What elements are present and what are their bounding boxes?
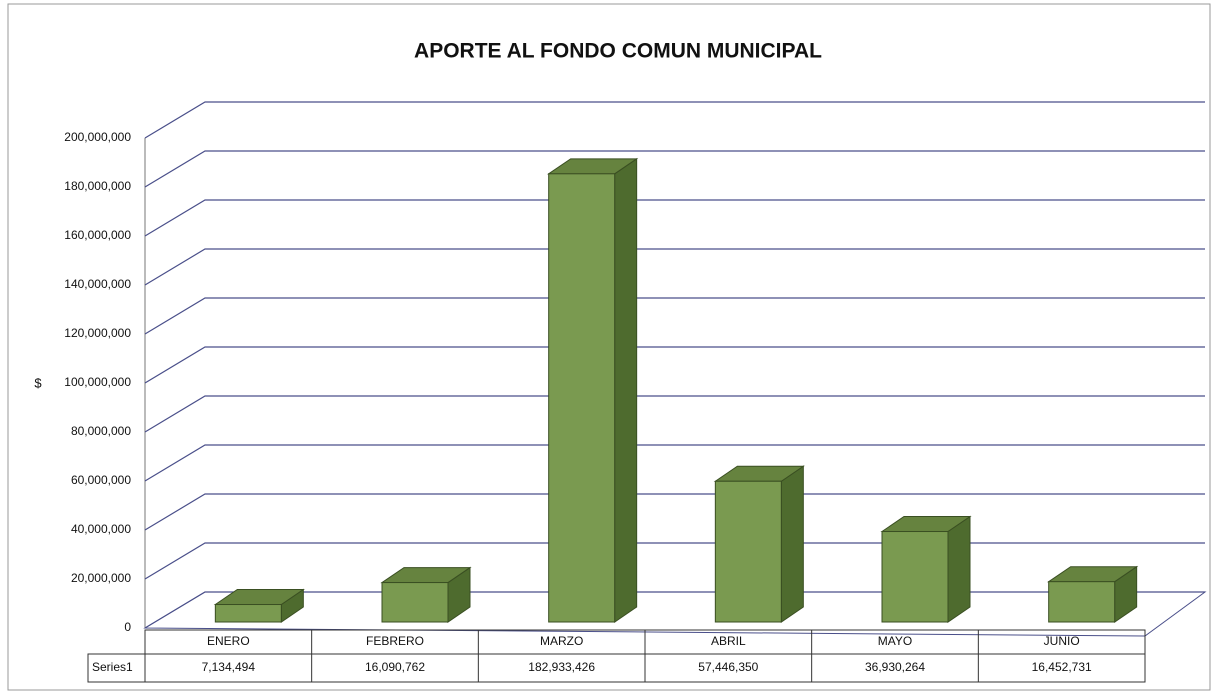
grid-line	[144, 395, 1205, 433]
x-tick-label: JUNIO	[1044, 634, 1080, 648]
y-tick-label: 20,000,000	[71, 571, 131, 585]
y-tick-label: 180,000,000	[64, 179, 131, 193]
grid-line	[144, 248, 1205, 286]
y-tick-label: 80,000,000	[71, 424, 131, 438]
x-tick-label: ABRIL	[711, 634, 746, 648]
grid-line	[144, 444, 1205, 482]
grid-line	[144, 542, 1205, 580]
bar	[548, 173, 616, 623]
bar	[714, 480, 782, 623]
bar-side	[947, 515, 971, 623]
y-tick-label: 100,000,000	[64, 375, 131, 389]
bar	[381, 582, 449, 623]
y-tick-label: 200,000,000	[64, 130, 131, 144]
bar-side	[614, 157, 638, 623]
x-tick-label: ENERO	[207, 634, 250, 648]
bar	[1048, 581, 1116, 623]
grid-line	[144, 150, 1205, 188]
bar-side	[780, 465, 804, 623]
data-label: 16,090,762	[365, 660, 425, 674]
data-label: 36,930,264	[865, 660, 925, 674]
data-label: 182,933,426	[528, 660, 595, 674]
y-tick-label: 120,000,000	[64, 326, 131, 340]
grid-line	[144, 199, 1205, 237]
y-tick-label: 60,000,000	[71, 473, 131, 487]
y-tick-label: 140,000,000	[64, 277, 131, 291]
bar	[214, 604, 282, 623]
y-tick-label: 160,000,000	[64, 228, 131, 242]
grid-line	[144, 493, 1205, 531]
series-name: Series1	[92, 660, 133, 674]
x-tick-label: MAYO	[878, 634, 912, 648]
grid-line	[144, 101, 1205, 139]
y-tick-label: 40,000,000	[71, 522, 131, 536]
y-axis-label: $	[34, 375, 42, 390]
y-tick-label: 0	[124, 620, 131, 634]
grid-line	[144, 591, 1205, 629]
chart-title: APORTE AL FONDO COMUN MUNICIPAL	[414, 40, 822, 63]
bar	[881, 531, 949, 623]
data-label: 7,134,494	[202, 660, 256, 674]
data-label: 57,446,350	[698, 660, 758, 674]
x-tick-label: FEBRERO	[366, 634, 424, 648]
data-label: 16,452,731	[1032, 660, 1092, 674]
x-tick-label: MARZO	[540, 634, 583, 648]
grid-line	[144, 346, 1205, 384]
grid-line	[144, 297, 1205, 335]
table-border	[87, 653, 146, 683]
